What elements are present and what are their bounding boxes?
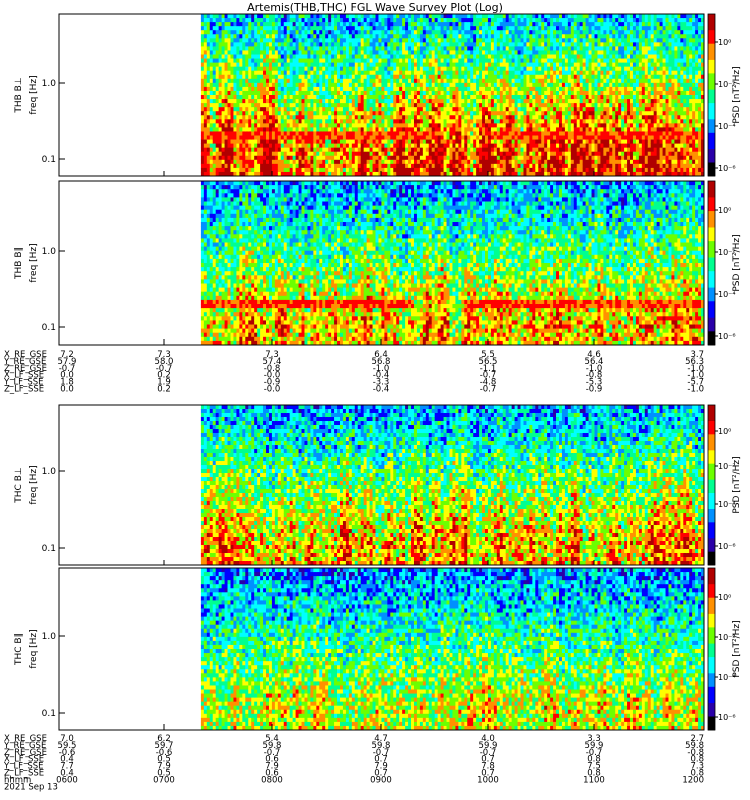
ephemeris-value: 0900 (370, 775, 392, 785)
y-tick-label: 0.1 (42, 155, 56, 165)
ephemeris-thb: X_RE_GSE 7.2 7.3 7.3 6.4 5.5 4.6 3.7Y_RE_GSE 57.… (3, 350, 704, 395)
ephemeris-value: -0.7 (480, 385, 497, 395)
colorbar-label: PSD [nT²/Hz] (732, 456, 742, 513)
ephemeris-value: -0.0 (264, 385, 281, 395)
colorbar-tick-label: 10⁻⁶ (718, 332, 736, 341)
ephemeris-value: -0.9 (586, 385, 603, 395)
ephemeris-value: 1100 (583, 775, 605, 785)
ephemeris-value: 0.0 (60, 385, 74, 395)
ephemeris-row-label: Z_LF_SSE (4, 385, 44, 395)
spectrogram (201, 14, 704, 176)
y-tick-label: 0.1 (42, 709, 56, 719)
y-label-freq: freq [Hz] (29, 629, 39, 668)
ephemeris-value: -0.4 (373, 385, 390, 395)
colorbar-tick-label: 10⁰ (718, 427, 731, 436)
y-label-freq: freq [Hz] (29, 75, 39, 114)
y-tick-label: 0.1 (42, 323, 56, 333)
y-tick-label: 1.0 (42, 632, 57, 642)
colorbar-tick-label: 10⁻⁶ (718, 542, 736, 551)
ephemeris-value: 0800 (261, 775, 283, 785)
spectrogram (201, 405, 704, 565)
y-tick-label: 1.0 (42, 467, 57, 477)
y-label-freq: freq [Hz] (29, 243, 39, 282)
y-label-probe: THC B∥ (14, 633, 24, 666)
ephemeris-value: 1200 (682, 775, 704, 785)
y-label-probe: THB B⊥ (14, 77, 24, 113)
colorbar-label: PSD [nT²/Hz] (732, 234, 742, 291)
colorbar-tick-label: 10⁻⁶ (718, 164, 736, 173)
y-label-probe: THC B⊥ (14, 467, 24, 504)
ephemeris-row-label: 2021 Sep 13 (4, 782, 58, 792)
y-tick-label: 1.0 (42, 79, 57, 89)
spectrogram (201, 568, 704, 730)
ephemeris-value: -1.0 (687, 385, 704, 395)
colorbar-tick-label: 10⁰ (718, 38, 731, 47)
ephemeris-value: 1000 (477, 775, 499, 785)
colorbar-tick-label: 10⁻⁶ (718, 713, 736, 722)
colorbar-tick-label: 10⁰ (718, 593, 731, 602)
y-tick-label: 0.1 (42, 544, 56, 554)
ephemeris-value: 0600 (56, 775, 78, 785)
colorbar-label: PSD [nT²/Hz] (732, 66, 742, 123)
chart-title: Artemis(THB,THC) FGL Wave Survey Plot (L… (247, 1, 503, 14)
y-tick-label: 1.0 (42, 247, 57, 257)
colorbar-tick-label: 10⁰ (718, 206, 731, 215)
colorbar-label: PSD [nT²/Hz] (732, 620, 742, 677)
y-label-freq: freq [Hz] (29, 465, 39, 504)
spectrogram (201, 181, 704, 345)
ephemeris-thc: X_RE_GSE 7.0 6.2 5.4 4.7 4.0 3.3 2.7Y_RE_GSE 59.… (3, 734, 704, 792)
ephemeris-value: 0700 (153, 775, 175, 785)
ephemeris-value: 0.2 (157, 385, 171, 395)
y-label-probe: THB B∥ (14, 247, 24, 280)
